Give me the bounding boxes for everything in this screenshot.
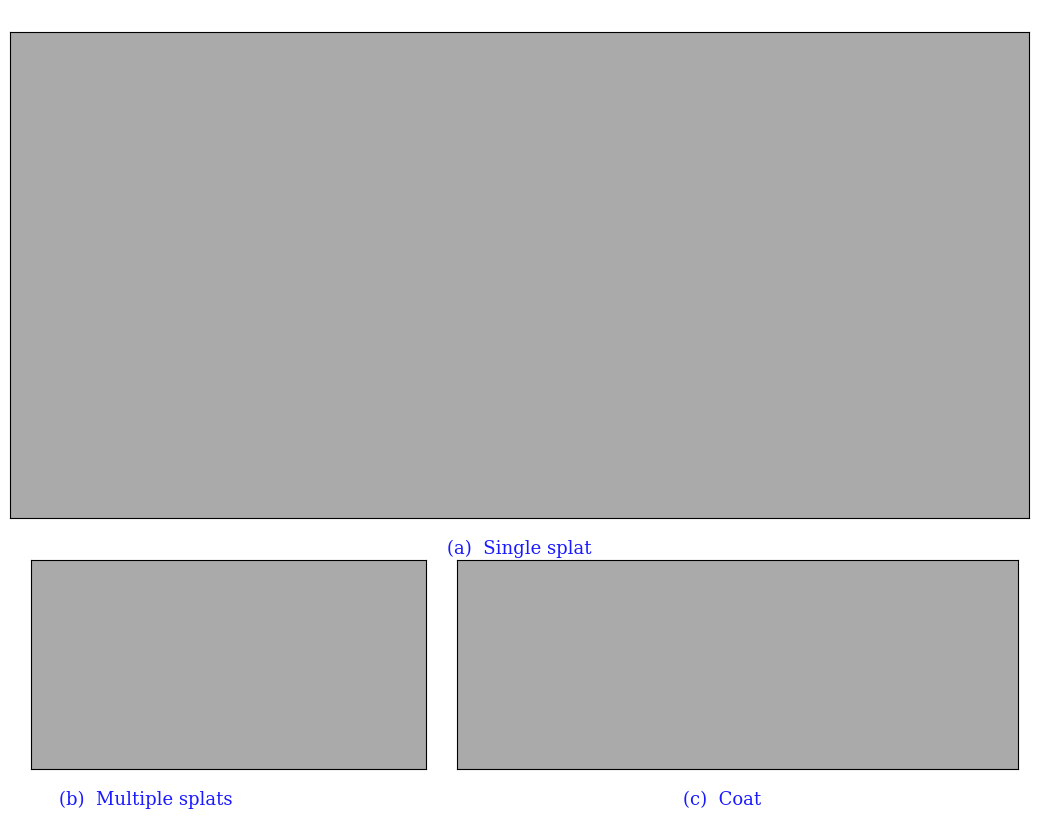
Text: (b)  Multiple splats: (b) Multiple splats bbox=[59, 790, 232, 808]
Text: (a)  Single splat: (a) Single splat bbox=[447, 539, 592, 558]
Text: (c)  Coat: (c) Coat bbox=[683, 790, 762, 808]
